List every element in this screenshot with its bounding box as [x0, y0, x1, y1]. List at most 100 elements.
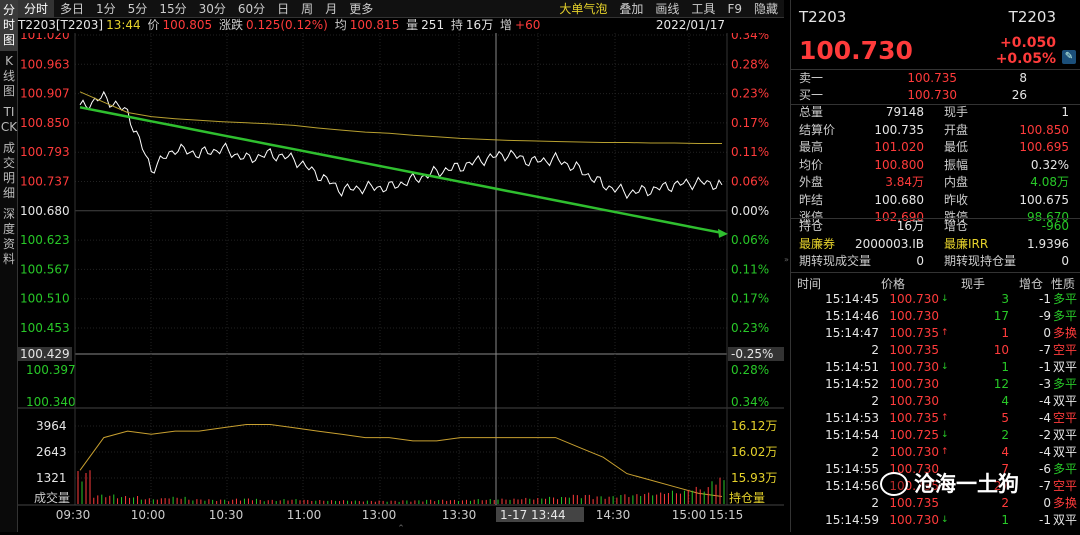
- stat-cell: 昨收 100.675: [936, 192, 1080, 208]
- trade-row[interactable]: 15:14:51 100.730 ↓ 1 -1 双平: [791, 359, 1080, 376]
- left-tab-1[interactable]: K线图: [2, 54, 15, 98]
- info-vol-label: 量: [406, 18, 419, 32]
- cursor-pct-label: -0.25%: [731, 347, 773, 361]
- stat-cell: 均价 100.800: [791, 157, 936, 173]
- price-axis-label: 100.623: [20, 233, 70, 247]
- cursor-pct-box: [728, 347, 784, 361]
- toolbar-tab-7[interactable]: 日: [277, 1, 290, 16]
- trade-row[interactable]: 15:14:47 100.735 ↑ 1 0 多换: [791, 325, 1080, 342]
- divider: [791, 272, 1080, 273]
- toolbar-tab-4[interactable]: 15分: [159, 1, 187, 16]
- stat-cell: 涨停 102.690: [791, 209, 936, 225]
- trade-nature: 双平: [1052, 445, 1077, 459]
- toolbar-tab-10[interactable]: 更多: [349, 1, 374, 16]
- stat-value: 101.020: [874, 140, 924, 154]
- pct-axis-label: 0.11%: [731, 262, 769, 276]
- volume-axis-label: 1321: [36, 471, 67, 485]
- price-change-pct: +0.05%: [995, 51, 1056, 67]
- trade-row[interactable]: 15:14:53 100.735 ↑ 5 -4 空平: [791, 410, 1080, 427]
- left-tab-4[interactable]: 深度资料: [2, 207, 15, 266]
- chart-toolbar: 分时 多日 1分 5分 15分 30分 60分日周月更多 大单气泡 叠加 画线 工具 F9 隐藏: [18, 0, 784, 18]
- info-avg: 100.815: [349, 18, 400, 32]
- toolbar-tab-1[interactable]: 多日: [60, 1, 85, 16]
- toolbar-tool-2[interactable]: 画线: [655, 1, 680, 16]
- stat-value: 100.800: [874, 157, 924, 172]
- divider: [791, 69, 1080, 70]
- info-oi: 16万: [465, 18, 494, 32]
- pct-axis-label: 0.28%: [731, 57, 769, 71]
- pct-axis-label: 0.23%: [731, 87, 769, 101]
- info-chg-label: 涨跌: [219, 18, 244, 32]
- trade-nature: 多平: [1052, 377, 1077, 391]
- trade-list-header: 时间 价格 现手 增仓 性质: [791, 276, 1080, 293]
- trade-row[interactable]: 15:14:55 100.730 7 -6 多平: [791, 461, 1080, 478]
- stat-cell: 外盘 3.84万: [791, 174, 936, 190]
- trade-time: 15:14:51: [825, 360, 879, 374]
- toolbar-tool-1[interactable]: 叠加: [619, 1, 644, 16]
- stat-value: 100.675: [1019, 192, 1069, 207]
- toolbar-tab-0[interactable]: 分时: [18, 0, 55, 18]
- toolbar-tab-6[interactable]: 60分: [237, 1, 266, 16]
- trade-row[interactable]: 15:14:59 100.730 ↓ 1 -1 双平: [791, 512, 1080, 529]
- trade-row[interactable]: 2 100.735 10 -7 空平: [791, 342, 1080, 359]
- stat-key: 期转现持仓量: [944, 254, 1017, 268]
- price-change: +0.050: [999, 35, 1056, 51]
- left-tab-2[interactable]: TICK: [0, 105, 18, 134]
- intraday-chart[interactable]: 101.020 0.34% 100.963 0.28% 100.907 0.23% 100.…: [18, 28, 784, 534]
- ob-price: 100.730: [907, 88, 957, 102]
- toolbar-tool-3[interactable]: 工具: [691, 1, 716, 16]
- toolbar-tab-9[interactable]: 月: [325, 1, 338, 16]
- left-tab-0[interactable]: 分时图: [0, 0, 18, 51]
- toolbar-tab-2[interactable]: 1分: [96, 1, 116, 16]
- trade-time: 15:14:46: [825, 309, 879, 323]
- toolbar-tab-5[interactable]: 30分: [198, 1, 226, 16]
- left-tab-3[interactable]: 成交明细: [2, 141, 15, 200]
- trade-row[interactable]: 15:14:46 100.730 17 -9 多平: [791, 308, 1080, 325]
- stat-value: 100.680: [874, 192, 924, 207]
- toolbar-tool-0[interactable]: 大单气泡: [559, 1, 608, 16]
- x-tick-label: 11:00: [287, 508, 322, 522]
- trade-row[interactable]: 15:14:52 100.730 12 -3 多平: [791, 376, 1080, 393]
- x-tick-label: 09:30: [56, 508, 91, 522]
- chevron-up-icon[interactable]: ⌃: [397, 524, 405, 534]
- stat-cell: 增仓 -960: [936, 218, 1080, 234]
- toolbar-tab-3[interactable]: 5分: [127, 1, 148, 16]
- trade-row[interactable]: 2 100.735 2 0 多换: [791, 495, 1080, 512]
- trade-qty: 5: [1001, 411, 1009, 425]
- arrow-up-icon: ↑: [941, 328, 949, 338]
- pct-axis-label: 0.06%: [731, 175, 769, 189]
- stat-value: 100.735: [874, 122, 924, 137]
- trade-price: 100.735: [889, 496, 939, 510]
- trade-row[interactable]: 2 100.730 ↑ 4 -4 双平: [791, 444, 1080, 461]
- trade-oi-change: 0: [1043, 496, 1051, 510]
- intraday-chart-svg[interactable]: 101.020 0.34% 100.963 0.28% 100.907 0.23% 100.…: [18, 28, 784, 534]
- toolbar-tool-4[interactable]: F9: [727, 1, 742, 16]
- trade-nature: 双平: [1052, 360, 1077, 374]
- trade-nature: 空平: [1052, 343, 1077, 357]
- trend-line: [79, 106, 723, 235]
- stat-key: 最低: [944, 140, 969, 154]
- toolbar-tool-5[interactable]: 隐藏: [753, 1, 778, 16]
- ob-label: 买一: [799, 88, 824, 102]
- edit-pencil-icon[interactable]: ✎: [1062, 50, 1076, 64]
- stat-value: 4.08万: [1030, 175, 1069, 189]
- x-tick-label: 13:00: [362, 508, 397, 522]
- toolbar-tab-8[interactable]: 周: [301, 1, 314, 16]
- trade-price: 100.730: [889, 292, 939, 306]
- trade-qty: 3: [1001, 292, 1009, 306]
- stat-value: 0: [1061, 254, 1069, 268]
- stat-value: 1: [1061, 105, 1069, 119]
- trade-row[interactable]: 2 100.730 4 -4 双平: [791, 393, 1080, 410]
- stat-key: 最廉IRR: [944, 236, 989, 251]
- trade-row[interactable]: 15:14:45 100.730 ↓ 3 -1 多平: [791, 291, 1080, 308]
- trade-nature: 双平: [1052, 513, 1077, 527]
- collapse-panel-handle[interactable]: »: [784, 255, 789, 264]
- info-inc: +60: [515, 18, 541, 32]
- trade-row[interactable]: 15:14:54 100.725 ↓ 2 -2 双平: [791, 427, 1080, 444]
- pct-axis-label-lower: 0.28%: [731, 363, 769, 377]
- trade-row[interactable]: 15:14:56 100.735 ↑ 27 -7 空平: [791, 478, 1080, 495]
- trade-nature: 多平: [1052, 309, 1077, 323]
- stat-value: 100.695: [1019, 140, 1069, 154]
- info-code: T2203[T2203]: [18, 18, 104, 32]
